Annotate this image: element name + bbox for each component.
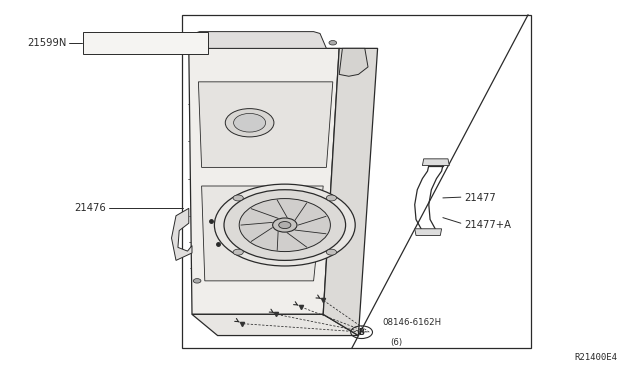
Text: 21591: 21591	[268, 152, 300, 162]
Circle shape	[279, 221, 291, 228]
Polygon shape	[202, 186, 323, 281]
Circle shape	[196, 42, 204, 47]
Circle shape	[239, 199, 330, 251]
Polygon shape	[422, 159, 449, 166]
Polygon shape	[189, 48, 339, 314]
Circle shape	[273, 218, 297, 232]
Text: R21400E4: R21400E4	[575, 353, 618, 362]
Text: ⚠: ⚠	[150, 33, 156, 42]
Text: rotating fan blade.: rotating fan blade.	[86, 44, 132, 49]
Polygon shape	[323, 48, 378, 336]
Circle shape	[233, 195, 243, 201]
Polygon shape	[339, 48, 368, 76]
Text: ⚠: ⚠	[88, 33, 95, 42]
Circle shape	[326, 195, 337, 201]
Polygon shape	[192, 314, 358, 336]
Text: 08146-6162H: 08146-6162H	[383, 318, 442, 327]
Text: 21476: 21476	[74, 203, 106, 213]
Circle shape	[329, 41, 337, 45]
Polygon shape	[198, 82, 333, 167]
Text: Do not touch the: Do not touch the	[86, 40, 128, 45]
Polygon shape	[415, 229, 442, 235]
Text: (6): (6)	[390, 338, 403, 347]
Bar	[182, 15, 531, 348]
Text: RISQUE EN GARDE: RISQUE EN GARDE	[159, 33, 213, 38]
Circle shape	[326, 249, 337, 255]
Text: Ne pas toucher la: Ne pas toucher la	[148, 40, 191, 45]
Circle shape	[234, 113, 266, 132]
Circle shape	[233, 249, 243, 255]
Circle shape	[193, 279, 201, 283]
Text: 21599N: 21599N	[27, 38, 67, 48]
Polygon shape	[194, 32, 326, 48]
Text: 21477+A: 21477+A	[464, 220, 511, 230]
Polygon shape	[172, 208, 192, 260]
Text: 21477: 21477	[464, 193, 496, 203]
Circle shape	[214, 184, 355, 266]
Text: B: B	[359, 328, 364, 337]
Text: You could be seriously: You could be seriously	[86, 48, 141, 53]
Text: pale du ventilateur.: pale du ventilateur.	[148, 44, 195, 49]
Circle shape	[224, 190, 346, 260]
Text: en rotation. Vous: en rotation. Vous	[148, 48, 189, 53]
Bar	[83, 32, 208, 54]
Text: CAUTION: CAUTION	[97, 33, 127, 38]
Circle shape	[225, 109, 274, 137]
